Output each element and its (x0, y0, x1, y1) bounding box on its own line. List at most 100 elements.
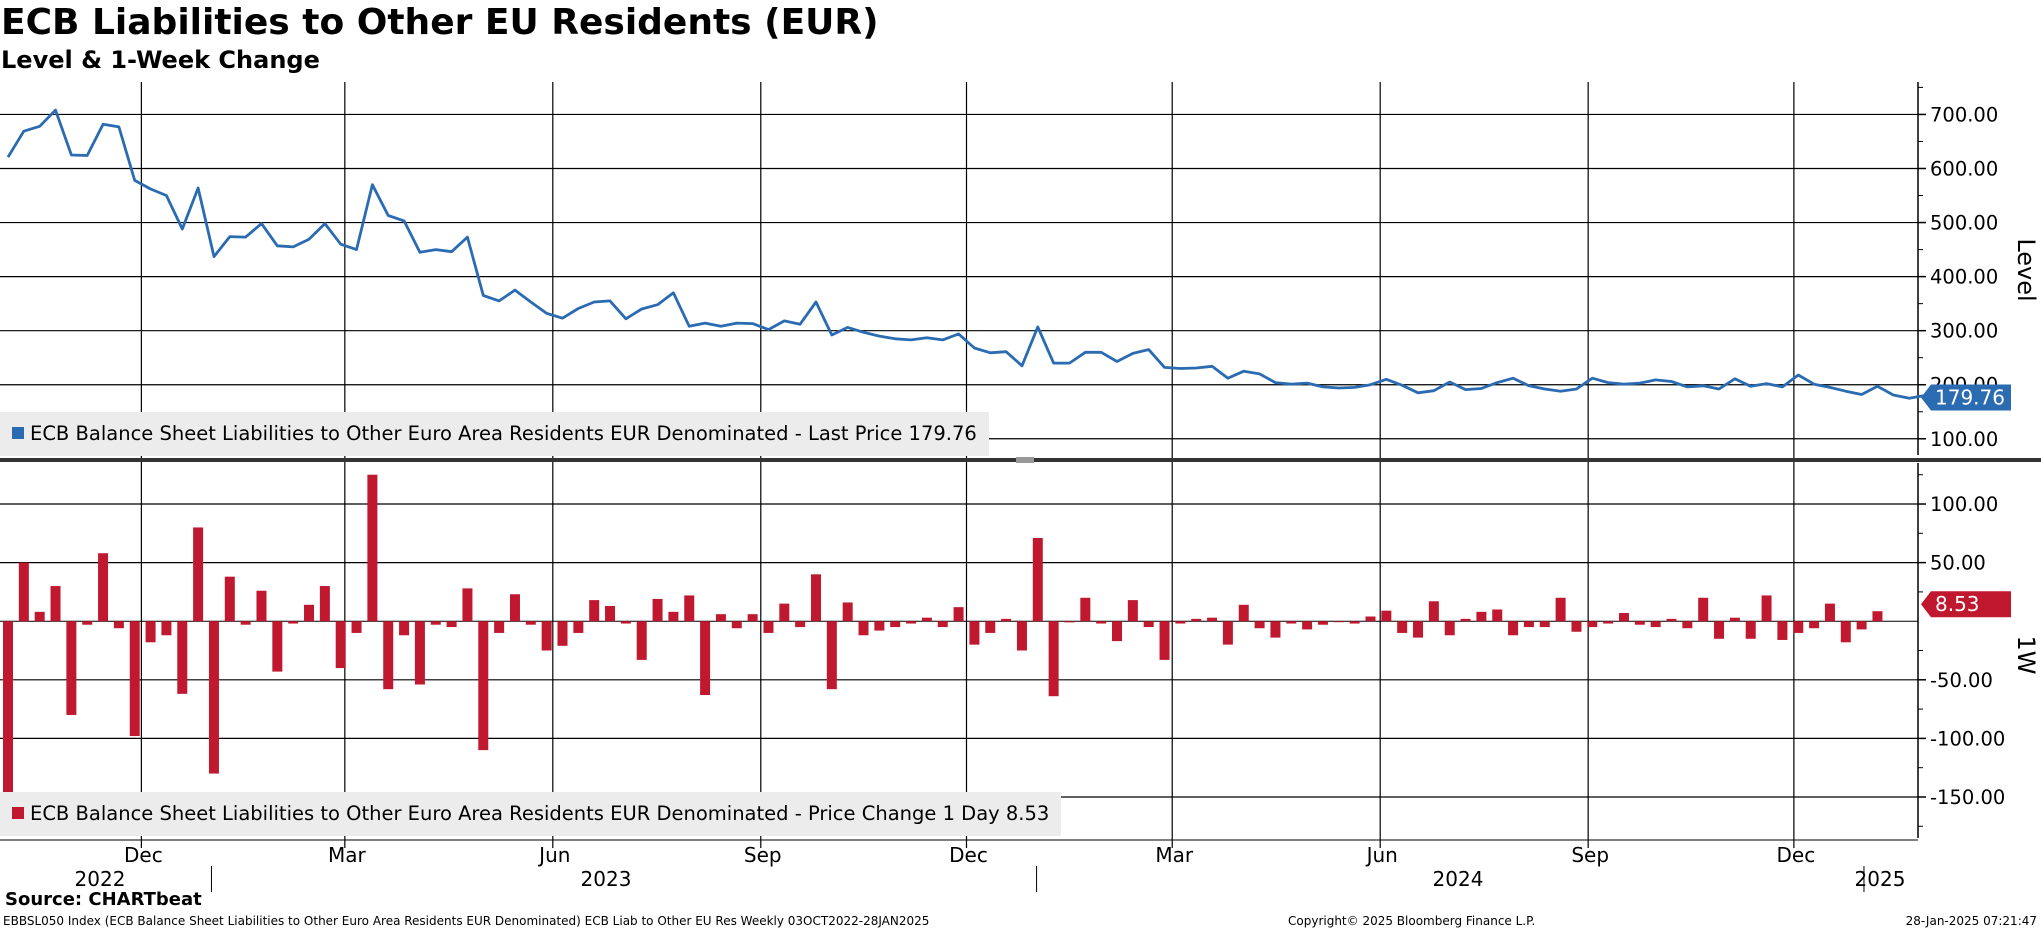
last-price-tag: 179.76 (1935, 386, 2005, 410)
change-bar (240, 621, 251, 625)
footer-copyright: Copyright© 2025 Bloomberg Finance L.P. (1288, 914, 1536, 928)
change-bar (715, 614, 726, 622)
change-bar (1333, 621, 1344, 623)
change-bar (747, 614, 758, 622)
year-label: 2024 (1433, 867, 1484, 891)
change-bar (3, 621, 13, 797)
change-bar (288, 621, 299, 624)
change-bar (1032, 538, 1043, 622)
change-bar (763, 621, 774, 633)
month-tick-label: Mar (1155, 843, 1194, 867)
change-bar (1413, 621, 1424, 638)
change-bar (810, 574, 821, 622)
month-tick-label: Mar (328, 843, 367, 867)
footer-timestamp: 28-Jan-2025 07:21:47 (1905, 914, 2037, 928)
month-tick-label: Dec (124, 843, 163, 867)
legend-change: ECB Balance Sheet Liabilities to Other E… (0, 792, 1062, 836)
change-bar (1207, 617, 1218, 622)
change-bar (573, 621, 584, 633)
change-bar (858, 621, 869, 636)
change-bar (1317, 621, 1328, 625)
change-bar (1729, 617, 1740, 622)
y-axis-title-change: 1W (2012, 636, 2040, 675)
change-bar (1112, 621, 1123, 642)
change-bar (177, 621, 188, 694)
change-bar (1634, 621, 1645, 625)
change-bar (652, 598, 663, 622)
year-label: 2025 (1855, 867, 1906, 891)
source-label: Source: CHARTbeat (5, 889, 202, 910)
change-bar (1349, 621, 1360, 624)
change-bar (1523, 621, 1534, 628)
change-bar (272, 621, 283, 672)
change-bar (66, 621, 77, 715)
month-tick-label: Jun (1365, 843, 1398, 867)
change-bar (795, 621, 806, 628)
change-bar (50, 586, 61, 622)
change-bar (1270, 621, 1281, 638)
change-bar (399, 621, 410, 636)
change-bar (1603, 621, 1614, 624)
change-bar (731, 621, 742, 629)
change-bar (414, 621, 425, 685)
y-tick-label-level: 500.00 (1930, 212, 1998, 235)
change-bars (3, 474, 1883, 797)
change-bar (478, 621, 489, 751)
y-tick-label-level: 300.00 (1930, 320, 1998, 343)
change-bar (1555, 597, 1566, 622)
month-tick-label: Sep (1571, 843, 1609, 867)
chart-title: ECB Liabilities to Other EU Residents (E… (1, 2, 879, 43)
change-bar (1745, 621, 1756, 639)
change-bar (335, 621, 346, 669)
y-tick-label-level: 600.00 (1930, 157, 1998, 180)
change-bar (1016, 621, 1027, 651)
change-bar (985, 621, 996, 633)
change-bar (1587, 621, 1598, 628)
change-bar (636, 621, 647, 660)
change-bar (921, 617, 932, 622)
change-bar (509, 594, 520, 622)
last-price-tag-bg (1921, 384, 2011, 411)
change-bar (1809, 621, 1820, 629)
change-bar (18, 562, 29, 622)
change-bar (668, 611, 679, 622)
change-bar (1698, 597, 1709, 622)
gridlines (0, 82, 1918, 892)
change-bar (684, 595, 695, 622)
footer-description: EBBSL050 Index (ECB Balance Sheet Liabil… (3, 914, 930, 928)
change-bar (826, 621, 837, 690)
change-bar (1492, 609, 1503, 622)
panel-resize-handle[interactable] (1016, 457, 1034, 463)
change-bar (1048, 621, 1059, 697)
change-bar (874, 621, 885, 631)
change-bar (129, 621, 140, 737)
change-bar (98, 553, 109, 622)
year-label: 2022 (75, 867, 126, 891)
month-tick-label: Dec (1777, 843, 1816, 867)
change-bar (1238, 604, 1249, 622)
change-bar (1397, 621, 1408, 633)
month-tick-label: Jun (537, 843, 570, 867)
y-tick-label-level: 100.00 (1930, 428, 1998, 451)
change-bar (541, 621, 552, 651)
change-bar (1064, 621, 1075, 623)
change-bar (351, 621, 362, 633)
change-bar (34, 611, 45, 622)
month-tick-label: Dec (949, 843, 988, 867)
change-bar (1286, 621, 1297, 624)
change-bar (1476, 611, 1487, 622)
change-bar (1714, 621, 1725, 639)
change-bar (1793, 621, 1804, 633)
change-bar (1824, 603, 1835, 622)
month-tick-label: Sep (744, 843, 782, 867)
y-tick-label-level: 700.00 (1930, 103, 1998, 126)
chart-subtitle: Level & 1-Week Change (1, 46, 320, 74)
level-line (6, 108, 1926, 400)
y-tick-label-change: 100.00 (1930, 493, 1998, 516)
change-bar (1191, 618, 1202, 622)
change-bar (1428, 601, 1439, 622)
change-bar (1682, 621, 1693, 629)
change-bar (1365, 616, 1376, 622)
y-tick-label-change: -150.00 (1930, 786, 2005, 809)
change-bar (1650, 621, 1661, 628)
